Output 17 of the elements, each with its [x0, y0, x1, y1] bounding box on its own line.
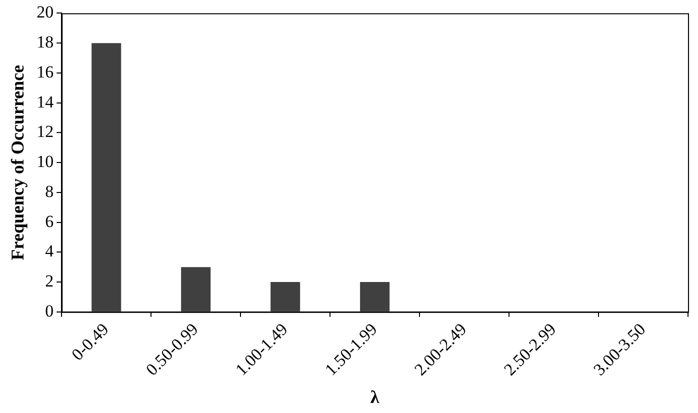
x-axis-title: λ	[370, 386, 380, 407]
y-tick-label: 8	[45, 182, 54, 201]
y-tick-label: 18	[36, 32, 54, 52]
bar	[92, 43, 122, 312]
y-tick-label: 0	[45, 301, 54, 320]
y-tick-label: 4	[45, 242, 54, 261]
y-tick-label: 10	[36, 152, 54, 172]
bar	[360, 282, 390, 312]
y-tick-label: 14	[36, 92, 54, 112]
y-tick-label: 6	[45, 212, 54, 231]
y-tick-label: 2	[45, 272, 54, 290]
bar	[270, 282, 300, 312]
bar	[181, 267, 211, 312]
y-tick-label: 12	[36, 122, 54, 142]
y-axis-title: Frequency of Occurrence	[7, 64, 28, 260]
y-tick-label: 16	[36, 62, 54, 82]
y-tick-label: 20	[36, 2, 54, 22]
